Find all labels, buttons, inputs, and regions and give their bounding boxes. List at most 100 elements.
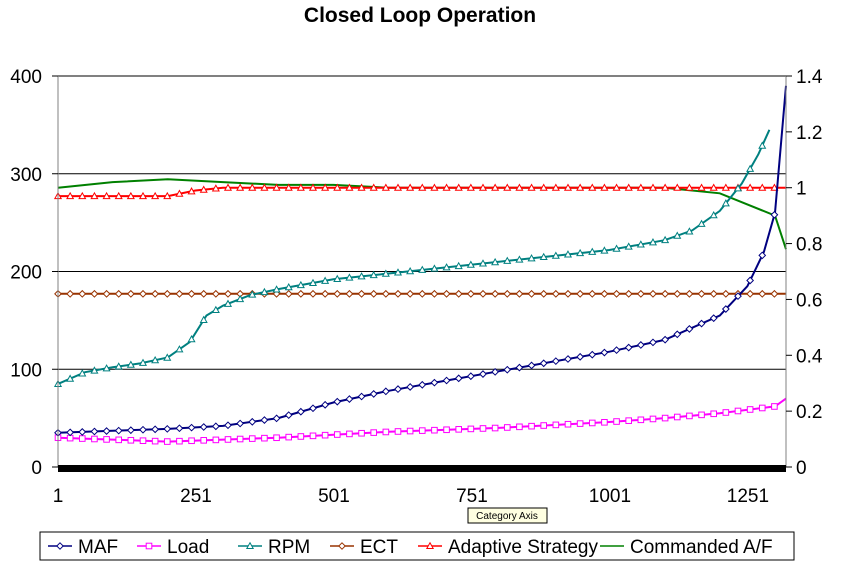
series-point — [114, 426, 123, 435]
series-point — [309, 404, 317, 413]
series-point — [211, 184, 220, 192]
series-point — [126, 191, 135, 200]
x-tick-label: 501 — [318, 486, 350, 507]
series-point — [721, 289, 730, 298]
x-axis-bar — [58, 465, 786, 472]
series-point — [491, 257, 500, 266]
series-point — [721, 199, 730, 207]
series-point — [357, 392, 366, 401]
series-point — [163, 353, 172, 361]
series-point — [382, 428, 390, 436]
series-point — [576, 289, 585, 298]
series-point — [613, 418, 620, 425]
series-point — [576, 420, 584, 427]
series-point — [697, 219, 706, 227]
series-point — [709, 314, 718, 323]
series-point — [175, 189, 184, 197]
y-right-tick-label: 0.8 — [796, 235, 822, 256]
series-point — [563, 250, 573, 258]
series-point — [223, 183, 233, 191]
series-point — [260, 183, 269, 191]
series-point — [600, 348, 609, 357]
series-point — [746, 164, 755, 172]
y-right-tick-label: 0.4 — [796, 346, 823, 367]
series-point — [394, 385, 402, 394]
series-point — [697, 319, 706, 328]
legend: MAF Load RPM ECT Adaptive Strategy Commanded … — [39, 531, 795, 561]
series-point — [357, 289, 366, 298]
series-point — [223, 299, 233, 307]
series-point — [515, 363, 524, 372]
series-point — [624, 242, 633, 250]
series-point — [309, 432, 317, 440]
series-point — [466, 260, 475, 268]
y-left-tick-label: 300 — [10, 165, 42, 186]
series-point — [272, 285, 281, 293]
series-load — [54, 397, 787, 445]
series-point — [527, 361, 536, 370]
series-point — [163, 438, 171, 445]
series-point — [455, 426, 463, 433]
series-point — [478, 183, 488, 191]
series-point — [661, 414, 669, 422]
x-tick-label: 251 — [180, 486, 212, 507]
series-point — [321, 276, 330, 284]
series-line — [58, 186, 786, 198]
series-point — [758, 404, 766, 412]
series-point — [90, 366, 99, 374]
series-point — [540, 422, 548, 429]
series-point — [649, 338, 657, 347]
series-point — [126, 360, 135, 368]
series-point — [296, 289, 305, 298]
series-point — [430, 264, 439, 272]
series-point — [346, 430, 353, 438]
series-point — [661, 235, 670, 244]
series-point — [261, 434, 268, 442]
series-point — [333, 183, 342, 191]
legend-item: Adaptive Strategy — [418, 537, 598, 558]
series-point — [78, 289, 87, 298]
series-point — [66, 374, 75, 382]
series-point — [151, 355, 160, 364]
series-point — [758, 251, 767, 260]
series-point — [479, 425, 487, 432]
series-point — [114, 289, 123, 298]
y-right-tick-label: 0.6 — [796, 290, 822, 311]
y-right-tick-label: 0 — [796, 458, 807, 479]
series-point — [673, 330, 682, 339]
series-point — [333, 397, 342, 406]
series-point — [539, 252, 548, 261]
series-point — [248, 435, 256, 442]
series-point — [260, 416, 269, 424]
series-point — [588, 247, 597, 255]
series-point — [296, 407, 305, 416]
y-right-tick-label: 1.2 — [796, 123, 822, 144]
series-point — [200, 437, 208, 444]
series-point — [539, 359, 548, 368]
series-point — [138, 358, 148, 366]
series-point — [187, 335, 196, 343]
series-point — [758, 289, 767, 298]
legend-label: Load — [167, 537, 209, 558]
legend-box — [39, 531, 795, 561]
series-point — [139, 437, 147, 445]
series-point — [648, 238, 658, 246]
series-point — [636, 183, 645, 191]
series-point — [770, 210, 779, 219]
series-point — [345, 289, 354, 298]
series-point — [102, 364, 111, 372]
series-point — [175, 345, 184, 353]
series-point — [90, 191, 99, 200]
series-point — [393, 183, 403, 191]
series-point — [770, 183, 779, 191]
series-point — [636, 289, 645, 298]
series-point — [381, 387, 390, 396]
series-point — [103, 436, 110, 443]
series-point — [588, 419, 596, 427]
series-point — [746, 406, 754, 413]
series-point — [175, 289, 184, 298]
legend-item: ECT — [330, 537, 398, 558]
series-point — [697, 289, 706, 298]
series-point — [163, 424, 172, 433]
